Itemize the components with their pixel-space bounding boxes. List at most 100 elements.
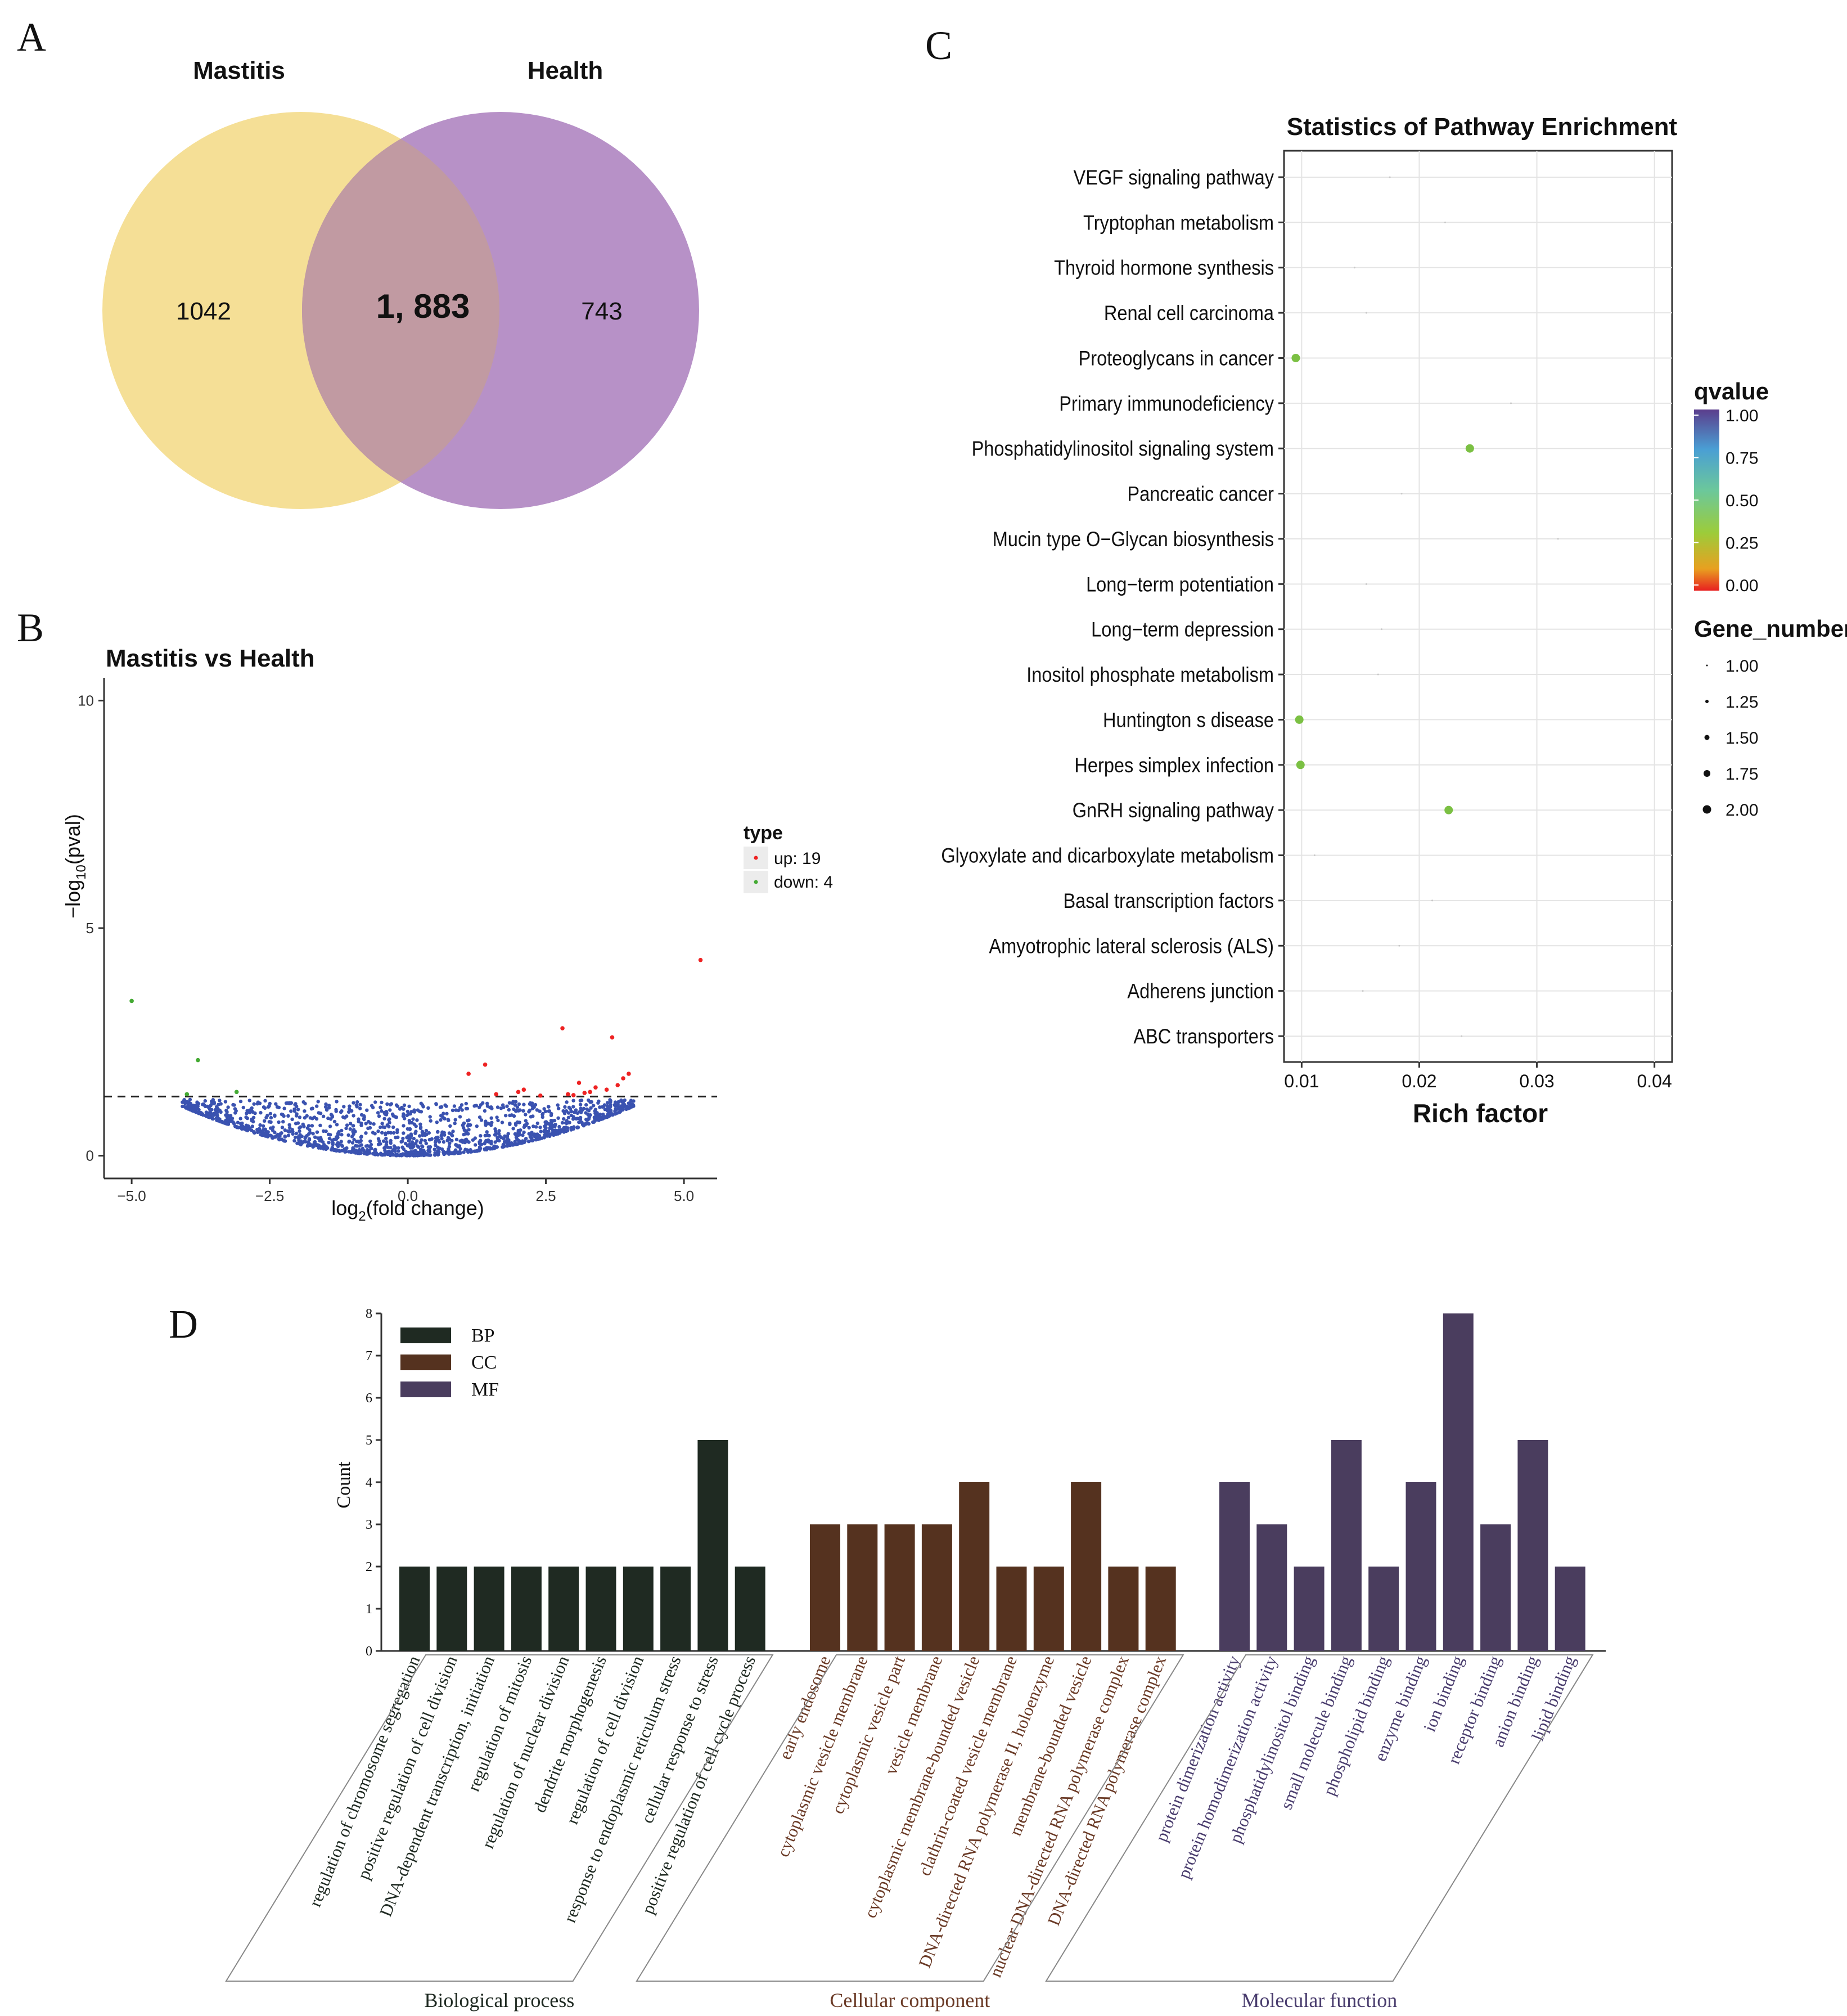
volcano-ns-point <box>427 1150 432 1154</box>
volcano-ns-point <box>331 1142 335 1146</box>
volcano-ns-point <box>250 1118 254 1122</box>
volcano-ns-point <box>597 1099 601 1104</box>
volcano-legend-up-marker <box>754 856 758 860</box>
volcano-ns-point <box>263 1099 267 1103</box>
volcano-ns-point <box>335 1123 339 1127</box>
volcano-ns-point <box>384 1110 389 1114</box>
go-group-caption: Biological process <box>424 1989 574 2012</box>
volcano-ns-point <box>381 1153 385 1157</box>
volcano-ns-point <box>457 1144 462 1148</box>
volcano-ns-point <box>397 1149 400 1153</box>
volcano-ns-point <box>217 1102 220 1106</box>
volcano-ns-point <box>479 1134 483 1138</box>
volcano-ns-point <box>493 1133 497 1137</box>
volcano-ns-point <box>321 1140 325 1144</box>
volcano-ns-point <box>464 1106 468 1111</box>
volcano-ns-point <box>505 1144 510 1148</box>
volcano-ns-point <box>226 1118 229 1122</box>
venn-count-mastitis-only: 1042 <box>176 298 231 325</box>
volcano-ns-point <box>325 1108 329 1112</box>
go-bar <box>1294 1567 1325 1651</box>
volcano-ns-point <box>484 1119 488 1123</box>
volcano-ns-point <box>197 1111 201 1115</box>
volcano-ns-point <box>339 1110 343 1114</box>
volcano-ns-point <box>324 1129 328 1133</box>
volcano-ns-point <box>439 1133 444 1137</box>
pathway-label: Herpes simplex infection <box>1074 754 1274 777</box>
volcano-ns-point <box>288 1126 292 1130</box>
volcano-ns-point <box>629 1105 633 1109</box>
volcano-ns-point <box>495 1145 499 1149</box>
volcano-ns-point <box>553 1123 557 1127</box>
volcano-ns-point <box>410 1120 414 1125</box>
volcano-ns-point <box>346 1133 350 1137</box>
volcano-ns-point <box>413 1131 417 1135</box>
go-bar <box>1331 1440 1362 1651</box>
volcano-ns-point <box>388 1108 392 1112</box>
volcano-ns-point <box>451 1108 455 1113</box>
volcano-ns-point <box>576 1126 580 1130</box>
go-bar <box>474 1567 504 1651</box>
volcano-ns-point <box>352 1124 355 1128</box>
volcano-ns-point <box>410 1141 414 1145</box>
enrichment-points <box>1291 176 1559 1037</box>
go-legend-swatch <box>400 1354 451 1370</box>
volcano-ns-point <box>458 1115 462 1119</box>
volcano-ns-point <box>584 1103 588 1107</box>
volcano-ns-point <box>327 1132 331 1136</box>
volcano-down-points <box>129 998 239 1097</box>
volcano-ns-point <box>294 1122 298 1126</box>
volcano-ns-point <box>587 1098 591 1102</box>
volcano-ns-point <box>530 1101 534 1105</box>
volcano-x-tick-label: −5.0 <box>117 1187 146 1204</box>
volcano-ns-point <box>579 1120 584 1124</box>
volcano-ns-point <box>368 1139 372 1144</box>
volcano-ns-point <box>489 1123 493 1127</box>
volcano-ns-point <box>400 1145 404 1149</box>
volcano-ns-point <box>292 1109 297 1113</box>
volcano-ns-point <box>268 1112 273 1116</box>
volcano-ns-point <box>240 1127 244 1131</box>
volcano-ns-point <box>421 1145 425 1149</box>
volcano-ns-point <box>513 1140 517 1144</box>
volcano-ns-point <box>312 1144 316 1148</box>
volcano-ns-point <box>348 1122 353 1126</box>
volcano-legend-title: type <box>744 822 783 844</box>
volcano-ns-point <box>571 1099 575 1102</box>
volcano-ns-point <box>483 1133 487 1138</box>
pathway-label: Glyoxylate and dicarboxylate metabolism <box>941 844 1274 867</box>
volcano-ns-point <box>218 1108 222 1113</box>
volcano-ns-point <box>387 1124 391 1129</box>
enrichment-point <box>1295 715 1304 724</box>
volcano-ns-point <box>215 1112 219 1116</box>
volcano-ns-point <box>549 1118 553 1123</box>
volcano-x-tick-label: −2.5 <box>255 1187 284 1204</box>
go-bar <box>1555 1567 1585 1651</box>
volcano-ns-point <box>265 1131 269 1135</box>
volcano-ns-point <box>256 1100 260 1104</box>
volcano-ns-point <box>493 1140 497 1144</box>
volcano-ns-point <box>413 1154 417 1158</box>
volcano-ns-point <box>326 1116 330 1120</box>
volcano-ns-point <box>478 1140 482 1144</box>
volcano-ns-point <box>384 1142 389 1146</box>
go-bar <box>1517 1440 1548 1651</box>
volcano-ns-point <box>277 1120 281 1124</box>
volcano-ns-point <box>389 1138 393 1143</box>
volcano-ns-point <box>526 1139 531 1144</box>
volcano-ns-point <box>355 1105 359 1109</box>
volcano-ns-point <box>486 1122 490 1126</box>
volcano-ns-point <box>440 1147 444 1151</box>
volcano-ns-point <box>181 1104 184 1109</box>
volcano-legend-down-label: down: 4 <box>774 873 833 892</box>
go-bar <box>623 1567 654 1651</box>
volcano-ns-point <box>531 1114 535 1118</box>
volcano-ns-point <box>299 1139 303 1143</box>
volcano-ns-point <box>358 1102 362 1107</box>
go-bar <box>996 1567 1027 1651</box>
volcano-ns-point <box>336 1136 340 1140</box>
volcano-ns-point <box>497 1138 501 1143</box>
volcano-up-point <box>615 1083 620 1087</box>
volcano-ns-point <box>571 1115 575 1119</box>
volcano-ns-point <box>208 1108 212 1112</box>
